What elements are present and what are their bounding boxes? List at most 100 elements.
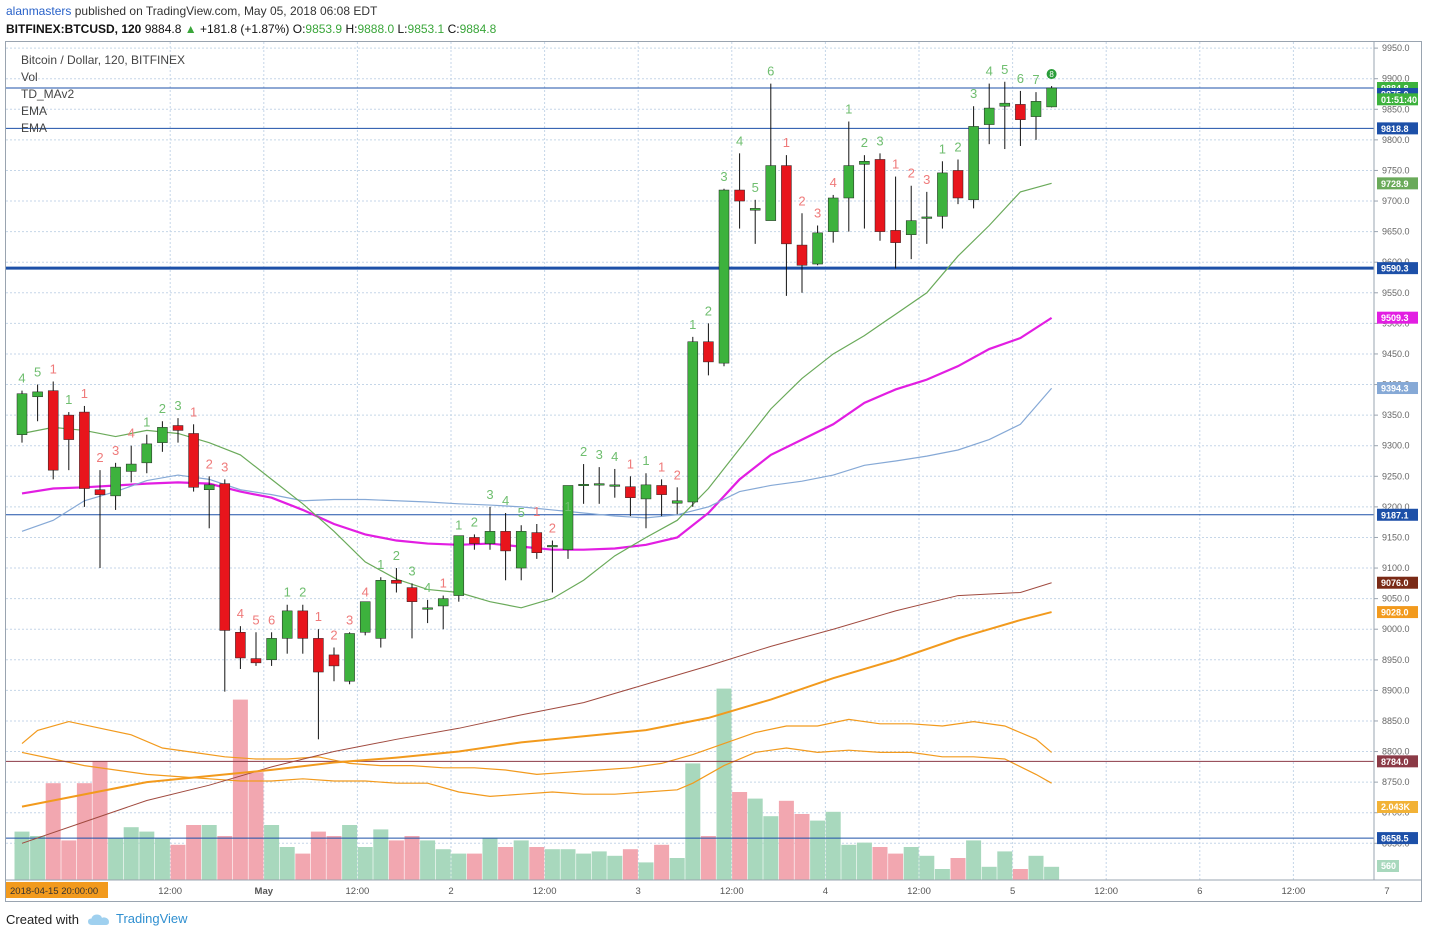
td-count: 3 xyxy=(814,206,821,221)
price-change: +181.8 (+1.87%) xyxy=(199,22,290,36)
td-count: 2 xyxy=(674,467,681,482)
level-price-tag: 8784.0 xyxy=(1381,757,1409,767)
volume-bar xyxy=(919,855,935,880)
candles xyxy=(16,81,1057,740)
legend-ema-2[interactable]: EMA xyxy=(21,121,48,135)
candle-body xyxy=(1046,87,1057,108)
volume-bar xyxy=(435,849,451,880)
last-price: 9884.8 xyxy=(144,22,182,36)
td-count: 2 xyxy=(705,303,712,318)
legend-td-mav2[interactable]: TD_MAv2 xyxy=(21,87,75,101)
candle-body xyxy=(47,390,59,471)
volume-bar xyxy=(950,858,966,880)
volume-tag: 560 xyxy=(1381,861,1396,871)
td-count: 1 xyxy=(284,585,291,600)
price-tick-label: 9800.0 xyxy=(1382,135,1410,145)
candle-body xyxy=(422,607,433,610)
td-count: 2 xyxy=(393,548,400,563)
ma-line xyxy=(21,611,1052,808)
td-count: 2 xyxy=(861,135,868,150)
price-tick-label: 9050.0 xyxy=(1382,594,1410,604)
volume-bar xyxy=(763,816,779,880)
candle-body xyxy=(313,638,324,673)
legend-ema-1[interactable]: EMA xyxy=(21,104,48,118)
volume-bar xyxy=(1028,855,1044,880)
author-link[interactable]: alanmasters xyxy=(6,4,72,18)
td-count-badge xyxy=(1046,69,1057,80)
level-price-tag-bg xyxy=(1377,122,1418,135)
td-count: 8 xyxy=(1049,70,1054,79)
candle-body xyxy=(734,189,745,202)
volume-bar xyxy=(576,853,592,880)
price-tick-label: 9700.0 xyxy=(1382,196,1410,206)
candle-body xyxy=(203,484,215,490)
candle-body xyxy=(219,483,231,631)
td-count: 3 xyxy=(408,563,415,578)
candle-body xyxy=(484,531,496,544)
time-tick-label: 3 xyxy=(636,886,641,897)
price-tick-label: 9850.0 xyxy=(1382,104,1410,114)
price-tick-label: 9450.0 xyxy=(1382,349,1410,359)
price-tick-label: 8950.0 xyxy=(1382,655,1410,665)
volume-bar xyxy=(1012,869,1028,880)
candle-body xyxy=(921,216,933,219)
high-value: 9888.0 xyxy=(357,22,395,36)
candle-body xyxy=(781,165,792,245)
td-count: 1 xyxy=(190,404,197,419)
td-count: 1 xyxy=(627,456,634,471)
close-value: 9884.8 xyxy=(459,22,497,36)
candle-body xyxy=(63,414,75,440)
volume-bar xyxy=(888,853,904,880)
tradingview-brand: TradingView xyxy=(116,911,188,926)
indicator-price-tag-bg xyxy=(1377,311,1418,324)
td-count: 4 xyxy=(502,493,509,508)
td-count: 4 xyxy=(237,606,244,621)
time-axis-bg xyxy=(6,880,1421,901)
volume-bar xyxy=(482,838,498,880)
volume-bar xyxy=(30,836,46,880)
tradingview-logo[interactable]: TradingView xyxy=(88,911,188,926)
volume-bar xyxy=(669,858,685,880)
candle-body xyxy=(1015,104,1026,120)
volume-bar xyxy=(903,847,919,880)
candle-body xyxy=(500,531,511,552)
candle-body xyxy=(765,165,777,221)
td-count: 2 xyxy=(471,514,478,529)
candle-body xyxy=(406,587,418,602)
volume-bar xyxy=(622,849,638,880)
legend-vol[interactable]: Vol xyxy=(21,70,38,84)
volume-ma-line-2 xyxy=(21,718,1052,776)
candle-body xyxy=(32,391,43,398)
volume-bar xyxy=(232,699,248,880)
candle-body xyxy=(859,161,870,165)
open-label: O: xyxy=(292,22,306,36)
td-count: 1 xyxy=(533,504,540,519)
volume-bar xyxy=(92,761,108,880)
candle-body xyxy=(515,531,527,569)
td-count: 3 xyxy=(486,487,493,502)
level-price-tag: 8658.5 xyxy=(1381,834,1409,844)
price-tick-label: 8850.0 xyxy=(1382,716,1410,726)
volume-bar xyxy=(825,811,841,880)
td-count: 4 xyxy=(830,175,837,190)
candle-body xyxy=(391,580,402,584)
symbol-info: BITFINEX:BTCUSD, 120 9884.8 ▲ +181.8 (+1… xyxy=(6,22,496,36)
volume-bar xyxy=(685,763,701,880)
close-label: C: xyxy=(447,22,460,36)
td-count: 3 xyxy=(346,612,353,627)
level-price-tag: 9187.1 xyxy=(1381,510,1409,520)
td-count: 1 xyxy=(143,415,150,430)
candle-body xyxy=(531,532,543,554)
level-price-tag: 9818.8 xyxy=(1381,124,1409,134)
volume-bar xyxy=(451,853,467,880)
volume-bar xyxy=(357,847,373,880)
td-count: 2 xyxy=(549,521,556,536)
countdown-tag-bg xyxy=(1377,93,1418,106)
volume-bar xyxy=(217,836,233,880)
volume-bar xyxy=(76,783,92,880)
candle-body xyxy=(937,172,948,217)
time-cursor-tag-bg xyxy=(6,882,108,898)
